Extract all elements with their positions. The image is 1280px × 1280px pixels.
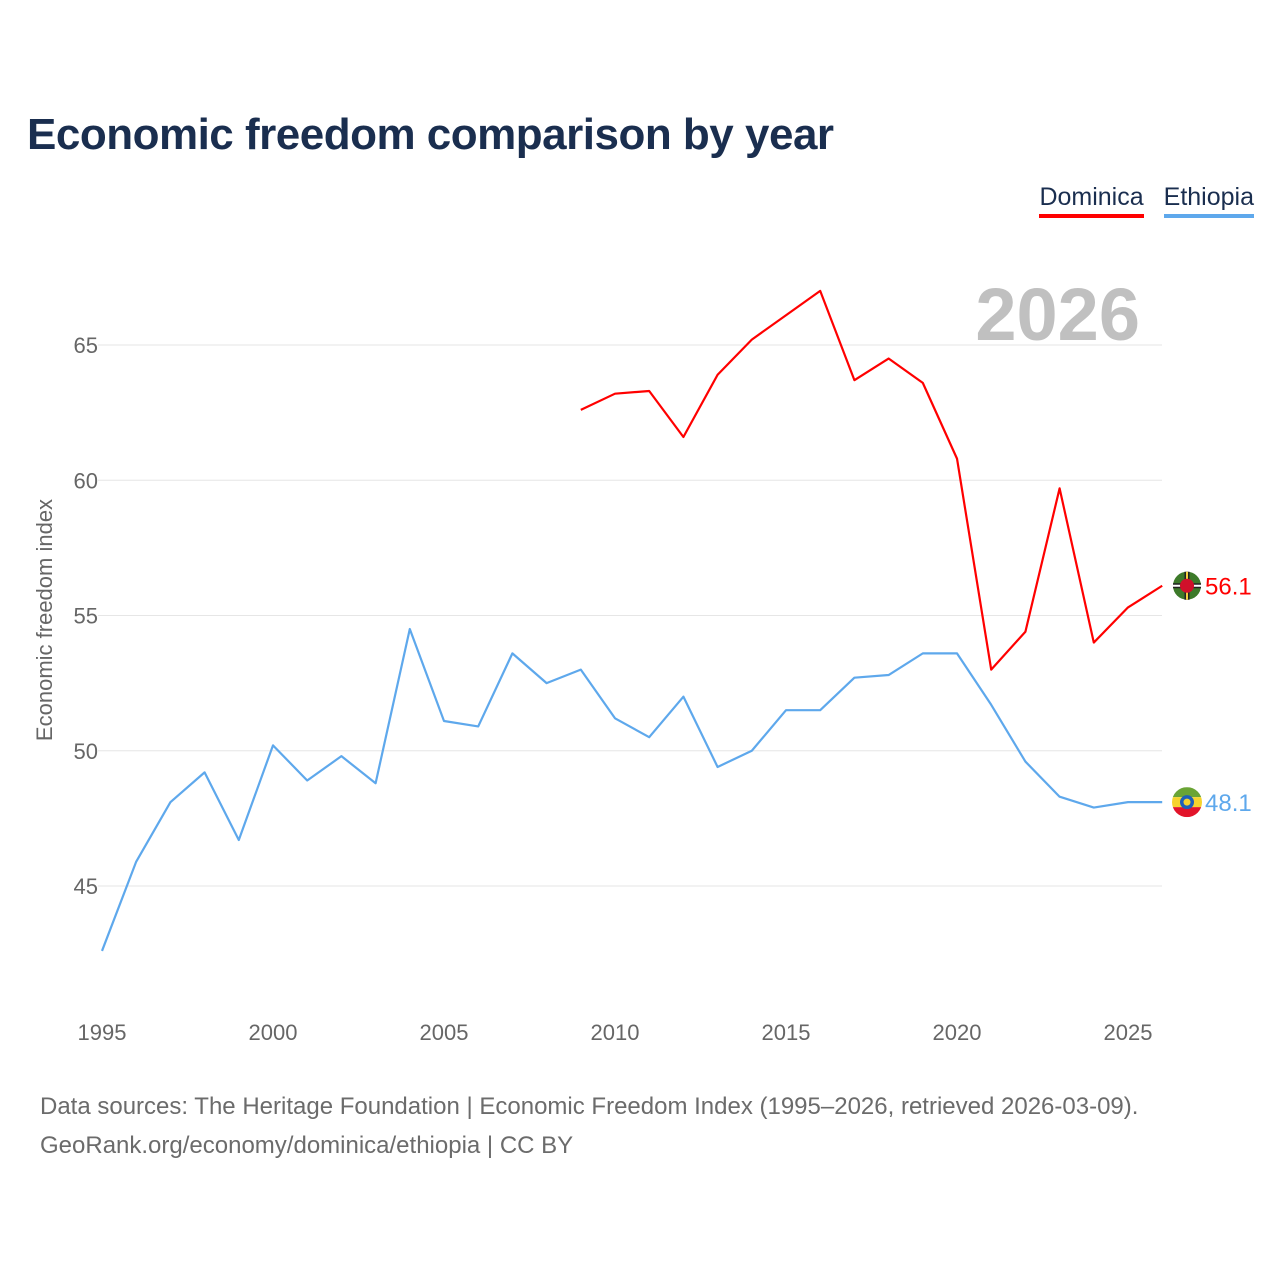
- x-tick-label: 2000: [249, 1020, 298, 1045]
- flag-star: [1183, 798, 1191, 806]
- end-value-label: 56.1: [1205, 574, 1252, 601]
- legend-dominica[interactable]: Dominica: [1039, 183, 1144, 218]
- x-tick-label: 2010: [591, 1020, 640, 1045]
- year-watermark: 2026: [975, 273, 1140, 356]
- series-line-dominica: [580, 289, 1163, 671]
- x-tick-label: 2020: [933, 1020, 982, 1045]
- y-tick-label: 60: [74, 468, 98, 493]
- footer: Data sources: The Heritage Foundation | …: [40, 1087, 1138, 1165]
- series-line-ethiopia: [100, 627, 1163, 952]
- y-tick-label: 50: [74, 739, 98, 764]
- data-source-text: Data sources: The Heritage Foundation | …: [40, 1093, 1139, 1120]
- legend: Dominica Ethiopia: [1039, 183, 1254, 218]
- x-tick-label: 1995: [78, 1020, 127, 1045]
- x-tick-label: 2015: [762, 1020, 811, 1045]
- page-title: Economic freedom comparison by year: [27, 110, 834, 159]
- source-link[interactable]: GeoRank.org/economy/dominica/ethiopia | …: [40, 1132, 574, 1159]
- y-tick-label: 55: [74, 604, 98, 629]
- flag-green: [1172, 787, 1202, 798]
- flag-disc: [1180, 578, 1194, 593]
- flag-red: [1172, 807, 1202, 818]
- x-tick-label: 2005: [420, 1020, 469, 1045]
- x-tick-label: 2025: [1104, 1020, 1153, 1045]
- y-axis-label: Economic freedom index: [32, 499, 57, 741]
- y-tick-label: 65: [74, 333, 98, 358]
- legend-ethiopia[interactable]: Ethiopia: [1163, 183, 1254, 218]
- end-value-label: 48.1: [1205, 790, 1252, 817]
- y-tick-label: 45: [74, 874, 98, 899]
